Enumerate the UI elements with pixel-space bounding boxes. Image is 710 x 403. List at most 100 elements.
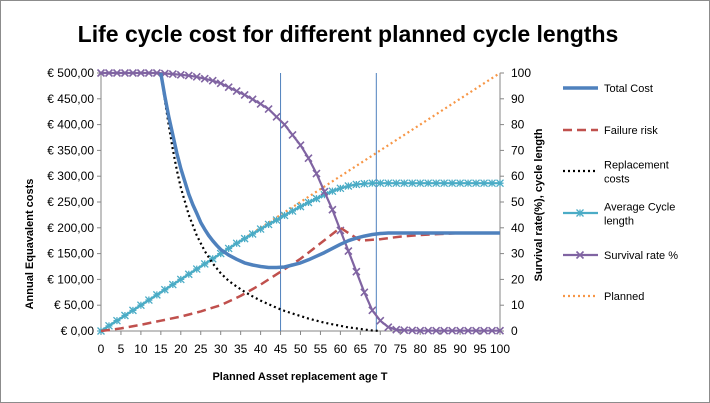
data-point xyxy=(248,95,257,104)
data-point xyxy=(352,267,361,276)
x-tick-label: 25 xyxy=(194,342,208,356)
data-point xyxy=(408,326,417,335)
data-point xyxy=(464,179,473,188)
y-tick-label: € 300,00 xyxy=(47,169,94,183)
data-point xyxy=(352,180,361,189)
y2-axis-label: Survival rate(%), cycle length xyxy=(533,128,545,281)
chart-title: Life cycle cost for different planned cy… xyxy=(78,21,619,47)
data-point xyxy=(152,290,161,299)
plot-area xyxy=(96,68,505,335)
data-point xyxy=(240,234,249,243)
data-point xyxy=(384,179,393,188)
data-point xyxy=(168,280,177,289)
data-point xyxy=(448,326,457,335)
y2-tick-label: 10 xyxy=(511,298,525,312)
series-survival-rate xyxy=(96,68,505,335)
data-point xyxy=(472,179,481,188)
data-point xyxy=(256,225,265,234)
x-tick-label: 40 xyxy=(254,342,268,356)
data-point xyxy=(464,326,473,335)
y-tick-label: € 250,00 xyxy=(47,195,94,209)
data-point xyxy=(456,179,465,188)
data-point xyxy=(136,68,145,78)
data-point xyxy=(112,68,122,78)
series-failure-risk xyxy=(100,226,500,333)
data-point xyxy=(432,179,441,188)
x-tick-label: 20 xyxy=(174,342,188,356)
series-total-cost xyxy=(159,72,500,270)
data-point xyxy=(320,187,329,196)
data-point xyxy=(192,265,201,274)
data-point xyxy=(136,301,145,310)
data-point xyxy=(328,205,337,214)
x-tick-label: 10 xyxy=(134,342,148,356)
y-tick-label: € 50,00 xyxy=(54,298,94,312)
y2-tick-label: 60 xyxy=(511,169,525,183)
data-point xyxy=(296,141,305,150)
legend-label: Total Cost xyxy=(604,83,653,95)
data-point xyxy=(184,270,193,279)
series-line xyxy=(159,72,500,270)
y-tick-label: € 350,00 xyxy=(47,143,94,157)
data-point xyxy=(176,70,185,79)
data-point xyxy=(424,179,433,188)
data-point xyxy=(487,326,497,335)
legend-label: costs xyxy=(604,174,630,186)
data-point xyxy=(408,179,417,188)
data-point xyxy=(232,86,241,96)
data-point xyxy=(344,182,353,190)
y-tick-label: € 150,00 xyxy=(47,247,94,261)
data-point xyxy=(96,68,106,78)
y2-tick-label: 50 xyxy=(511,195,525,209)
x-tick-label: 95 xyxy=(473,342,487,356)
series-average-cycle-length xyxy=(97,179,504,335)
data-point xyxy=(479,326,489,335)
data-point xyxy=(424,326,433,335)
data-point xyxy=(376,316,385,325)
legend-label: Average Cycle xyxy=(604,202,675,214)
series-replacement-costs xyxy=(159,72,381,333)
y-axis-label: Annual Equavalent costs xyxy=(24,179,36,310)
data-point xyxy=(280,211,289,220)
y-tick-label: € 0,00 xyxy=(61,324,95,338)
data-point xyxy=(105,321,113,330)
data-point xyxy=(288,130,297,139)
data-point xyxy=(471,326,481,335)
data-point xyxy=(176,275,185,284)
legend-marker xyxy=(576,209,584,217)
series-line xyxy=(159,72,381,333)
y-tick-label: € 400,00 xyxy=(47,118,94,132)
data-point xyxy=(272,216,281,225)
data-point xyxy=(184,71,193,80)
x-tick-label: 45 xyxy=(274,342,288,356)
data-point xyxy=(232,239,241,248)
data-point xyxy=(416,326,425,335)
legend-marker xyxy=(575,250,585,260)
legend-item: Average Cycle length xyxy=(563,202,675,228)
x-tick-label: 30 xyxy=(214,342,228,356)
legend-label: Survival rate % xyxy=(604,250,678,262)
x-tick-label: 5 xyxy=(118,342,125,356)
x-axis-label: Planned Asset replacement age T xyxy=(212,371,387,383)
data-point xyxy=(113,316,121,325)
legend-item: Planned xyxy=(563,291,644,303)
axes: € 0,00 € 50,00 € 100,00 € 150,00 € 200,00 € 2… xyxy=(47,66,531,356)
data-point xyxy=(448,179,457,188)
data-point xyxy=(496,179,504,188)
x-tick-label: 15 xyxy=(154,342,168,356)
data-point xyxy=(280,120,289,129)
x-tick-label: 35 xyxy=(234,342,248,356)
data-point xyxy=(144,68,153,78)
legend-label: Replacement xyxy=(604,160,669,172)
data-point xyxy=(104,68,114,78)
data-point xyxy=(144,296,153,304)
data-point xyxy=(312,169,321,178)
y-tick-label: € 100,00 xyxy=(47,272,94,286)
data-point xyxy=(200,259,209,268)
data-point xyxy=(288,207,297,215)
data-point xyxy=(160,285,169,294)
x-tick-label: 65 xyxy=(354,342,368,356)
data-point xyxy=(432,326,441,335)
